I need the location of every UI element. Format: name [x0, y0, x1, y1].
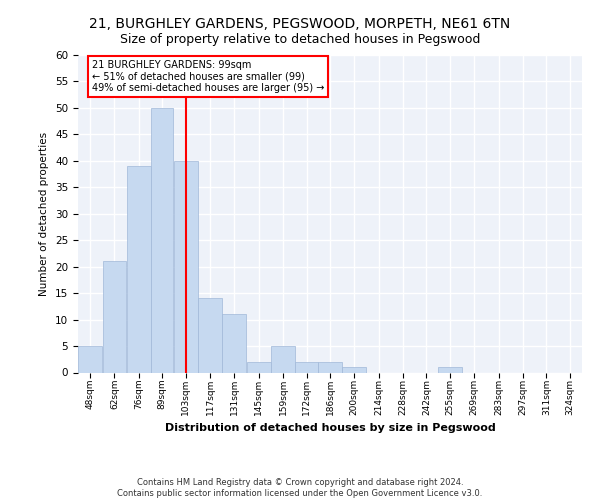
Bar — [295, 362, 317, 372]
Bar — [271, 346, 295, 372]
Bar — [127, 166, 151, 372]
Bar — [438, 367, 462, 372]
Text: 21 BURGHLEY GARDENS: 99sqm
← 51% of detached houses are smaller (99)
49% of semi: 21 BURGHLEY GARDENS: 99sqm ← 51% of deta… — [92, 60, 324, 94]
Bar — [174, 161, 197, 372]
Bar — [151, 108, 173, 372]
Y-axis label: Number of detached properties: Number of detached properties — [40, 132, 49, 296]
Bar — [318, 362, 342, 372]
Bar — [198, 298, 222, 372]
Text: Size of property relative to detached houses in Pegswood: Size of property relative to detached ho… — [120, 32, 480, 46]
Text: Contains HM Land Registry data © Crown copyright and database right 2024.
Contai: Contains HM Land Registry data © Crown c… — [118, 478, 482, 498]
Bar — [78, 346, 102, 372]
Bar — [247, 362, 271, 372]
Bar — [223, 314, 247, 372]
Bar — [343, 367, 366, 372]
Bar — [103, 262, 127, 372]
X-axis label: Distribution of detached houses by size in Pegswood: Distribution of detached houses by size … — [164, 424, 496, 434]
Text: 21, BURGHLEY GARDENS, PEGSWOOD, MORPETH, NE61 6TN: 21, BURGHLEY GARDENS, PEGSWOOD, MORPETH,… — [89, 18, 511, 32]
